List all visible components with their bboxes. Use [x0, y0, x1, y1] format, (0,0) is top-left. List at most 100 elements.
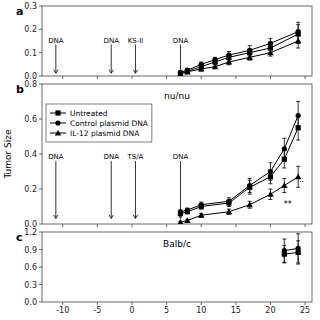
marker [184, 217, 191, 223]
annotation: DNA [48, 153, 64, 161]
marker [212, 63, 219, 69]
x-tick [166, 76, 167, 79]
marker [246, 54, 253, 60]
marker [281, 182, 288, 188]
y-tick-label: 0.2 [24, 25, 37, 34]
y-tick-label: 0.3 [24, 281, 37, 290]
marker [184, 69, 191, 75]
legend-label: Control plasmid DNA [70, 119, 149, 128]
y-tick [39, 154, 42, 155]
marker [267, 49, 274, 55]
marker [268, 41, 273, 46]
y-tick-label: 0.8 [24, 80, 37, 89]
x-tick [132, 302, 133, 305]
y-tick [39, 76, 42, 77]
x-tick [305, 224, 306, 227]
panel-label: c [16, 231, 23, 244]
x-tick [97, 224, 98, 227]
x-tick [305, 76, 306, 79]
marker [247, 48, 252, 53]
plot-frame [42, 84, 312, 224]
legend-marker [55, 110, 60, 115]
annotation-arrow [133, 161, 137, 218]
panel: 0.00.10.20.3DNADNAKS-IlDNAa [16, 2, 312, 81]
error-bar [185, 208, 189, 212]
marker [199, 202, 204, 207]
marker [267, 191, 274, 197]
x-tick-label: -10 [56, 306, 69, 315]
plot-frame [42, 232, 312, 302]
x-tick [201, 76, 202, 79]
x-tick [235, 76, 236, 79]
error-bar [199, 202, 203, 207]
legend-marker [55, 130, 62, 136]
y-tick [39, 119, 42, 120]
y-axis-label: Tumor Size [3, 129, 13, 180]
panel: 0.00.30.60.91.2-10-50510152025Balb/cc [16, 228, 312, 315]
marker [212, 57, 217, 62]
annotation: TS/A [127, 153, 144, 161]
x-tick [270, 302, 271, 305]
annotation: DNA [48, 37, 64, 45]
y-tick [39, 284, 42, 285]
x-tick [97, 302, 98, 305]
marker [282, 248, 287, 253]
marker [198, 212, 205, 218]
legend-marker [55, 120, 60, 125]
y-tick-label: 0.3 [24, 2, 37, 11]
data-group [177, 102, 301, 225]
legend-frame [46, 104, 152, 142]
y-tick-label: 0.9 [24, 246, 37, 255]
title: Balb/c [163, 239, 191, 249]
x-tick-label: 20 [265, 306, 275, 315]
error-bar [296, 234, 300, 263]
y-tick-label: 0.0 [24, 298, 37, 307]
error-bar [268, 39, 272, 48]
x-tick [201, 224, 202, 227]
marker [296, 246, 301, 251]
x-tick [62, 302, 63, 305]
panel-label: a [16, 5, 23, 18]
error-bar [282, 239, 286, 262]
error-bar [268, 163, 272, 181]
marker [226, 59, 233, 65]
x-tick-label: 0 [129, 306, 134, 315]
annotation: DNA [173, 37, 189, 45]
marker [226, 52, 231, 57]
y-tick [39, 302, 42, 303]
legend-label: Untreated [70, 109, 108, 118]
x-tick [235, 224, 236, 227]
annotation-arrow [178, 161, 182, 218]
x-tick [132, 76, 133, 79]
y-tick [39, 267, 42, 268]
x-tick-label: 15 [231, 306, 241, 315]
y-tick-label: 1.2 [24, 228, 37, 237]
y-tick [39, 232, 42, 233]
marker [268, 169, 273, 174]
y-tick [39, 52, 42, 53]
data-group [177, 22, 301, 76]
y-tick [39, 29, 42, 30]
marker [226, 209, 233, 215]
y-tick [39, 189, 42, 190]
y-tick-label: 0.6 [24, 115, 37, 124]
marker [226, 199, 231, 204]
panel: 0.00.20.40.60.8DNADNATS/ADNA**..nu/nubTu… [3, 80, 312, 229]
y-tick [39, 249, 42, 250]
annotation: KS-Il [128, 37, 144, 45]
annotation-arrow [54, 161, 58, 218]
annotation-arrow [54, 45, 58, 74]
error-bar [248, 46, 252, 55]
y-tick-label: 0.1 [24, 49, 37, 58]
annotation: .. [299, 175, 304, 184]
y-tick-label: 0.4 [24, 150, 37, 159]
y-tick-label: 0.2 [24, 185, 37, 194]
x-tick [166, 302, 167, 305]
error-bar [227, 52, 231, 59]
annotation-arrow [109, 161, 113, 218]
y-tick [39, 84, 42, 85]
error-bar [227, 198, 231, 205]
x-tick [62, 76, 63, 79]
title: nu/nu [164, 91, 190, 101]
legend-label: IL-12 plasmid DNA [70, 129, 140, 138]
